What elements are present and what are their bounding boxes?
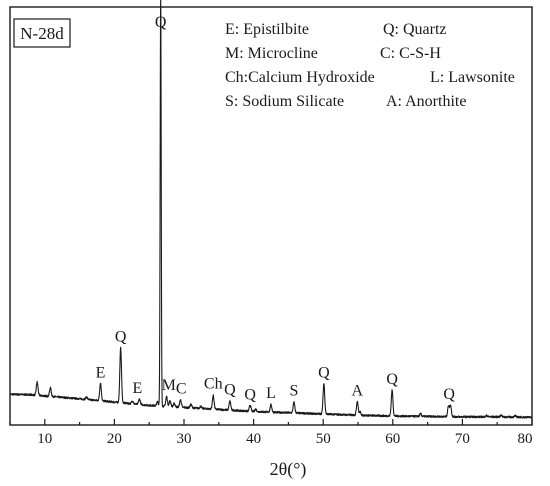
peak-label: Q — [386, 371, 398, 388]
x-tick-label: 70 — [455, 431, 470, 447]
legend-entry-anorthite: A: Anorthite — [386, 93, 466, 110]
xrd-pattern — [9, 0, 533, 419]
peak-label: L — [266, 385, 276, 402]
x-tick-label: 50 — [316, 431, 331, 447]
peak-label: A — [352, 382, 364, 399]
peak-label: C — [176, 381, 187, 398]
peak-label: Q — [224, 382, 236, 399]
peak-label: E — [96, 364, 106, 381]
sample-tag: N-28d — [20, 24, 64, 43]
x-tick-label: 80 — [518, 431, 533, 447]
peak-label: S — [290, 383, 299, 400]
peak-label: Q — [443, 386, 455, 403]
legend-entry-quartz: Q: Quartz — [383, 21, 447, 38]
peak-label: Q — [318, 365, 330, 382]
x-axis-title: 2θ(°) — [270, 459, 307, 480]
peak-label: Q — [155, 14, 167, 31]
peak-label: Ch — [204, 376, 223, 393]
xrd-series-line — [9, 0, 533, 419]
legend-entry-microcline: M: Microcline — [225, 45, 318, 62]
x-tick-label: 40 — [246, 431, 261, 447]
legend-entry-lawsonite: L: Lawsonite — [430, 69, 515, 86]
x-axis: 10 20 30 40 50 60 70 80 — [9, 419, 533, 447]
peak-label: E — [132, 380, 142, 397]
x-tick-label: 60 — [385, 431, 400, 447]
x-tick-label: 10 — [37, 431, 52, 447]
peak-label: Q — [115, 328, 127, 345]
legend-entry-csh: C: C-S-H — [380, 45, 441, 62]
x-tick-label: 20 — [107, 431, 122, 447]
sample-tag-box — [13, 18, 71, 48]
x-tick-label: 30 — [177, 431, 192, 447]
legend: E: Epistilbite Q: Quartz M: Microcline C… — [225, 21, 515, 110]
peak-label: M — [162, 377, 176, 394]
peak-label: Q — [244, 386, 256, 403]
legend-entry-epistilbite: E: Epistilbite — [225, 21, 309, 38]
legend-entry-calcium-hydroxide: Ch:Calcium Hydroxide — [225, 69, 375, 86]
legend-entry-sodium-silicate: S: Sodium Silicate — [225, 93, 344, 110]
plot-frame — [9, 6, 533, 426]
